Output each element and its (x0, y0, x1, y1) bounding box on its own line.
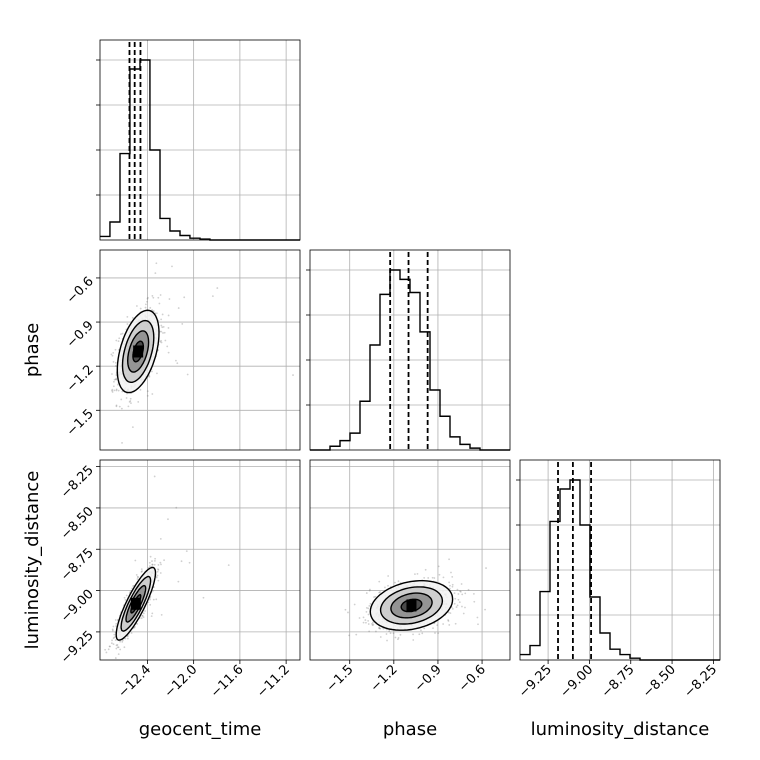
x-tick-label: −1.2 (368, 662, 401, 695)
joint-content (110, 262, 294, 444)
y-tick-label: −9.25 (58, 628, 97, 667)
x-axis-luminosity_distance: −9.25 −9.00 −8.75 −8.50 −8.25 luminosity_dist… (516, 660, 720, 740)
axes-frame (309, 459, 511, 661)
axes-frame (519, 459, 721, 661)
joint-panel-geocent_time-luminosity_distance (99, 459, 301, 661)
y-tick-label: −1.5 (64, 407, 97, 440)
axes-frame (99, 249, 301, 451)
x-axis-label: luminosity_distance (531, 719, 710, 740)
axes-frame (99, 39, 301, 241)
histogram-phase (310, 269, 510, 451)
x-tick-label: −9.25 (516, 662, 555, 701)
marginal-panel-geocent_time (96, 39, 301, 241)
y-tick-label: −0.6 (64, 274, 97, 307)
density-peak (133, 345, 144, 358)
y-axis-label: phase (22, 323, 43, 377)
x-tick-label: −11.2 (254, 662, 293, 701)
x-tick-label: −0.9 (412, 662, 445, 695)
y-tick-label: −8.25 (58, 463, 97, 502)
y-tick-label: −8.75 (58, 545, 97, 584)
x-tick-label: −12.0 (162, 662, 201, 701)
x-axis-label: geocent_time (139, 719, 262, 740)
x-tick-label: −8.25 (681, 662, 720, 701)
y-axis-label: luminosity_distance (22, 471, 43, 650)
marginal-panel-luminosity_distance (516, 459, 721, 661)
y-axis-phase: −1.5 −1.2 −0.9 −0.6 phase (22, 274, 100, 439)
density-peak (130, 597, 141, 610)
marginal-panel-phase (306, 249, 511, 451)
y-tick-label: −1.2 (64, 362, 97, 395)
density-peak (406, 599, 417, 612)
joint-panel-geocent_time-phase (99, 249, 301, 451)
x-axis-label: phase (383, 719, 437, 740)
x-tick-label: −8.75 (599, 662, 638, 701)
axes-frame (99, 459, 301, 661)
y-tick-label: −8.50 (58, 504, 97, 543)
x-tick-label: −8.50 (640, 662, 679, 701)
y-tick-label: −0.9 (64, 318, 97, 351)
axes-frame (309, 249, 511, 451)
y-tick-label: −9.00 (58, 587, 97, 626)
x-tick-label: −11.6 (208, 662, 247, 701)
x-axis-phase: −1.5 −1.2 −0.9 −0.6 phase (324, 660, 489, 740)
x-tick-label: −12.4 (115, 662, 154, 701)
joint-content (104, 475, 230, 659)
x-tick-label: −1.5 (324, 662, 357, 695)
x-axis-geocent_time: −12.4 −12.0 −11.6 −11.2 geocent_time (115, 660, 293, 740)
x-tick-label: −9.00 (557, 662, 596, 701)
joint-panel-phase-luminosity_distance (309, 459, 511, 661)
x-tick-label: −0.6 (456, 662, 489, 695)
y-axis-luminosity_distance: −9.25−9.00−8.75−8.50−8.25 luminosity_dist… (22, 463, 100, 667)
joint-content (344, 558, 487, 642)
